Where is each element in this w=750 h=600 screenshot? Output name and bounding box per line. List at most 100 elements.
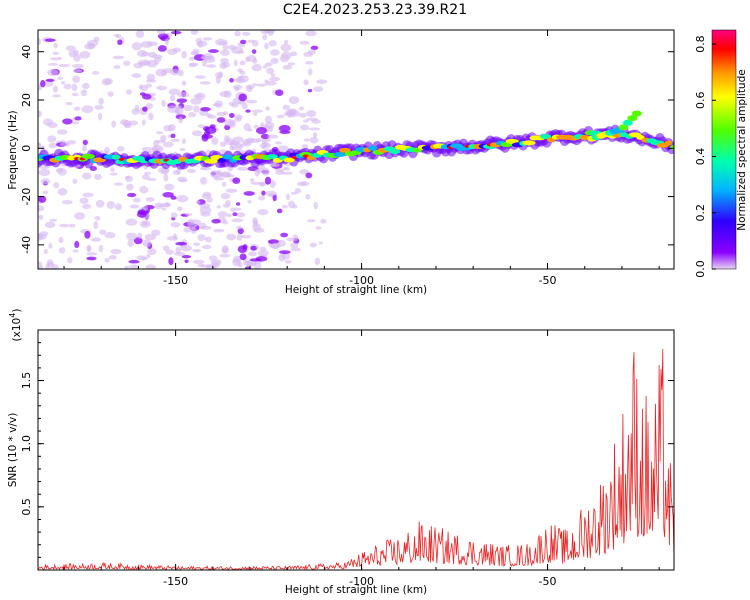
heatmap-speckle — [48, 243, 53, 249]
ridge-cell — [389, 149, 401, 155]
heatmap-speckle — [219, 91, 230, 97]
heatmap-speckle — [195, 200, 201, 205]
heatmap-speckle — [57, 188, 68, 196]
heatmap-speckle — [65, 45, 76, 52]
heatmap-speckle — [199, 81, 211, 85]
heatmap-speckle — [141, 146, 153, 152]
heatmap-speckle — [252, 217, 258, 225]
heatmap-speckle — [264, 190, 277, 197]
heatmap-speckle — [38, 168, 51, 177]
heatmap-speckle — [145, 197, 155, 202]
branch-cell — [631, 110, 642, 117]
snr-ytick-label: 1.0 — [20, 435, 33, 453]
heatmap-speckle — [168, 88, 181, 96]
heatmap-speckle — [111, 120, 117, 128]
heatmap-speckle — [142, 106, 148, 112]
heatmap-speckle — [58, 236, 64, 244]
heatmap-speckle — [268, 39, 277, 47]
heatmap-speckle — [86, 244, 92, 253]
heatmap-speckle — [264, 115, 273, 124]
heatmap-speckle — [244, 266, 251, 269]
spectrogram-axes: -150 -100 -50 40 20 0 -20 -40 — [20, 30, 674, 287]
heatmap-speckle — [131, 108, 140, 115]
heatmap-speckle — [261, 167, 270, 176]
heatmap-speckle — [274, 168, 285, 172]
spectrogram-ytick-label: -20 — [20, 188, 33, 206]
heatmap-speckle — [184, 212, 193, 216]
heatmap-speckle — [236, 212, 246, 218]
heatmap-speckle — [56, 76, 64, 81]
heatmap-speckle — [229, 145, 235, 151]
heatmap-speckle — [151, 145, 164, 153]
heatmap-speckle — [281, 204, 288, 209]
ridge-cell — [204, 158, 218, 164]
heatmap-speckle — [261, 145, 267, 150]
heatmap-speckle — [93, 173, 102, 180]
heatmap-speckle — [302, 119, 309, 123]
spectrogram-ytick-label: 40 — [20, 45, 33, 59]
spectrogram-xtick-label: -100 — [349, 274, 374, 287]
heatmap-speckle — [128, 264, 139, 269]
heatmap-speckle — [164, 183, 175, 191]
heatmap-speckle — [298, 112, 307, 118]
heatmap-speckle — [292, 204, 298, 209]
heatmap-speckle — [98, 97, 104, 105]
heatmap-speckle — [288, 96, 300, 105]
heatmap-speckle — [275, 89, 284, 96]
colorbar-tick-label: 0.2 — [694, 204, 707, 222]
heatmap-speckle — [80, 89, 88, 97]
heatmap-speckle — [303, 138, 311, 142]
heatmap-speckle — [112, 55, 125, 60]
heatmap-speckle — [300, 181, 310, 187]
heatmap-speckle — [199, 225, 212, 230]
heatmap-speckle — [95, 199, 105, 208]
heatmap-speckle — [299, 124, 310, 131]
heatmap-speckle — [38, 38, 42, 45]
heatmap-speckle — [223, 135, 231, 143]
heatmap-speckle — [212, 103, 222, 107]
heatmap-speckle — [276, 208, 283, 214]
heatmap-speckle — [98, 244, 104, 253]
heatmap-speckle — [177, 176, 187, 182]
heatmap-speckle — [250, 245, 257, 251]
heatmap-speckle — [234, 114, 243, 120]
ridge-cell — [81, 153, 95, 159]
heatmap-speckle — [47, 135, 57, 143]
heatmap-speckle — [108, 255, 117, 260]
heatmap-speckle — [238, 93, 248, 102]
heatmap-speckle — [157, 203, 166, 208]
heatmap-speckle — [52, 51, 59, 56]
heatmap-speckle — [104, 232, 116, 239]
heatmap-speckle — [79, 50, 91, 59]
heatmap-speckle — [147, 112, 154, 121]
heatmap-speckle — [213, 177, 225, 181]
heatmap-speckle — [306, 219, 316, 223]
heatmap-speckle — [142, 174, 150, 181]
heatmap-speckle — [166, 48, 178, 56]
heatmap-speckle — [193, 94, 203, 98]
heatmap-speckle — [181, 80, 187, 86]
heatmap-speckle — [164, 201, 170, 208]
heatmap-speckle — [262, 34, 268, 41]
heatmap-speckle — [132, 197, 141, 203]
heatmap-speckle — [201, 244, 212, 250]
heatmap-speckle — [125, 218, 138, 226]
heatmap-speckle — [110, 248, 122, 255]
heatmap-speckle — [232, 84, 243, 90]
heatmap-speckle — [151, 229, 161, 236]
heatmap-speckle — [312, 86, 324, 92]
heatmap-speckle — [175, 241, 188, 246]
ridge-cell — [218, 157, 227, 163]
heatmap-speckle — [146, 41, 159, 47]
heatmap-speckle — [56, 129, 68, 135]
colorbar-tick-label: 0.8 — [694, 35, 707, 53]
heatmap-speckle — [55, 167, 64, 173]
heatmap-speckle — [192, 48, 200, 56]
heatmap-speckle — [200, 55, 212, 60]
heatmap-speckle — [169, 94, 176, 102]
heatmap-speckle — [253, 262, 262, 269]
heatmap-speckle — [137, 232, 143, 239]
snr-xtick-label: -150 — [163, 575, 188, 588]
heatmap-speckle — [183, 104, 194, 112]
heatmap-speckle — [127, 192, 137, 198]
